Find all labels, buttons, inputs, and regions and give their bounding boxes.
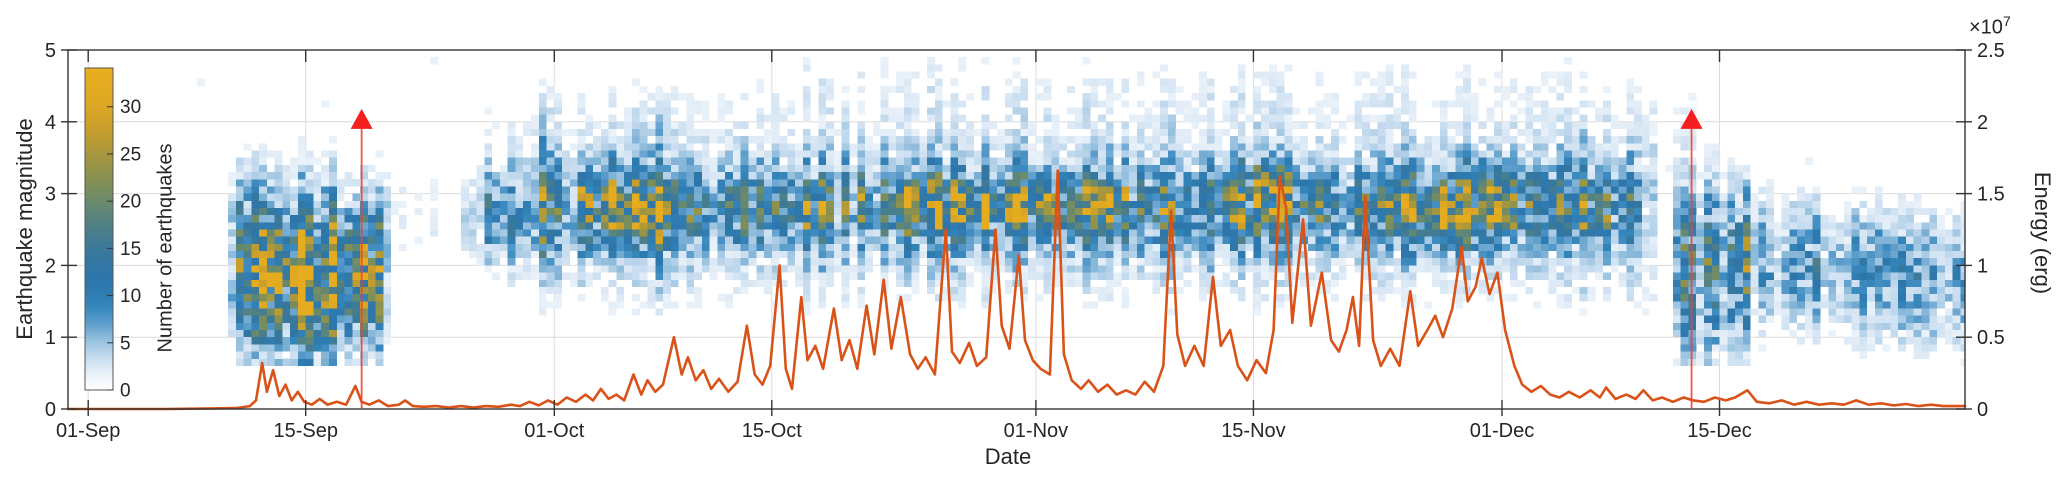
colorbar-tick-label: 30	[120, 97, 141, 118]
axes-box	[67, 49, 1966, 410]
event-arrow-head	[350, 108, 373, 129]
multiplier-exponent: 7	[2002, 13, 2011, 29]
x-axis-title: Date	[984, 444, 1032, 469]
left-tick-labels: 0 1 2 3 4 5	[45, 40, 56, 421]
magnitude-tick-label: 4	[45, 112, 56, 134]
right-tick-labels: 0 0.5 1 1.5 2 2.5	[1977, 40, 2005, 421]
energy-tick-label: 0	[1977, 399, 1988, 421]
event-markers	[350, 108, 1703, 408]
colorbar-tick-label: 15	[120, 239, 141, 260]
energy-tick-label: 2	[1977, 112, 1988, 134]
x-tick-label: 01-Nov	[1004, 420, 1068, 442]
x-tick-label: 15-Nov	[1221, 420, 1285, 442]
x-tick-label: 15-Dec	[1687, 420, 1751, 442]
x-tick-label: 15-Sep	[273, 420, 338, 442]
left-axis-title: Earthquake magnitude	[12, 118, 37, 340]
colorbar-tick-label: 0	[120, 381, 131, 402]
x-tick-label: 01-Oct	[524, 420, 584, 442]
x-tick-label: 15-Oct	[742, 420, 802, 442]
x-tick-label: 01-Sep	[56, 420, 121, 442]
energy-tick-label: 2.5	[1977, 40, 2005, 62]
magnitude-tick-label: 0	[45, 399, 56, 421]
axis-ticks	[61, 49, 1972, 416]
colorbar-tick-label: 20	[120, 192, 141, 213]
event-arrow-head	[1680, 108, 1703, 129]
x-tick-label: 01-Dec	[1470, 420, 1534, 442]
magnitude-tick-label: 5	[45, 40, 56, 62]
colorbar-tick-label: 25	[120, 144, 141, 165]
magnitude-tick-label: 3	[45, 184, 56, 206]
colorbar-tick-label: 10	[120, 286, 141, 307]
energy-tick-label: 0.5	[1977, 327, 2005, 349]
energy-line	[66, 169, 1967, 411]
colorbar-title: Number of earthquakes	[154, 143, 177, 353]
energy-tick-label: 1.5	[1977, 184, 2005, 206]
multiplier-base: ×10	[1969, 16, 2003, 39]
energy-axis-multiplier: ×107	[1969, 13, 2011, 40]
energy-tick-label: 1	[1977, 255, 1988, 277]
right-axis-title: Energy (erg)	[2030, 171, 2055, 295]
colorbar-tick-label: 5	[120, 333, 131, 354]
magnitude-tick-label: 2	[45, 255, 56, 277]
magnitude-tick-label: 1	[45, 327, 56, 349]
x-tick-labels: 01-Sep 15-Sep 01-Oct 15-Oct 01-Nov 15-Nov 01-D…	[56, 420, 1752, 442]
heatmap	[197, 57, 1965, 366]
colorbar: 0 5 10 15 20 25 30	[84, 67, 141, 402]
